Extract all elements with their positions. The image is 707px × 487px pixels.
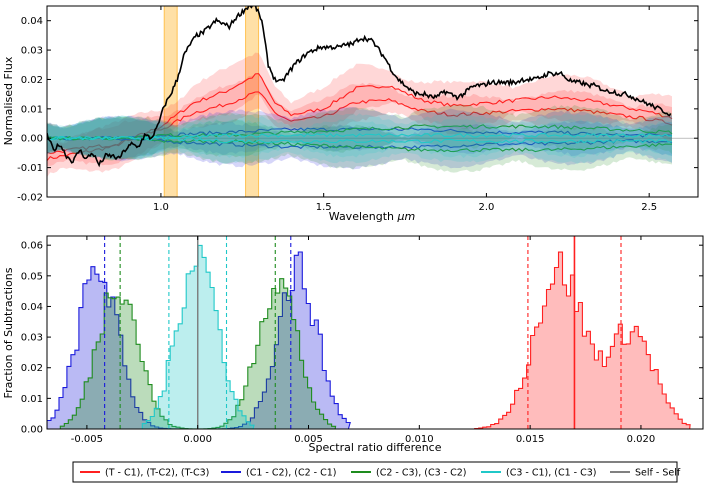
histogram-y-tick-label: 0.01 [21,394,43,405]
histogram-T [474,251,691,429]
highlight-band-2 [245,6,260,197]
histogram-axes-frame [46,235,704,430]
series-C31-pos-band [47,112,672,160]
legend-label-2: (C1 - C2), (C2 - C1) [246,468,337,479]
legend-label-3: (C2 - C3), (C3 - C2) [376,468,467,479]
spectrum-y-tick-label: 0.02 [21,75,43,86]
spectrum-y-tick-label: 0.00 [21,134,43,145]
series-C23-pos-band [47,104,672,160]
highlight-band-1 [163,6,178,197]
series-T-a-band [47,52,672,178]
histogram-y-tick-label: 0.02 [21,363,43,374]
histogram-y-label: Fraction of Subtractions [2,267,15,398]
series-layer [47,6,698,178]
histogram-C12 [47,251,351,429]
legend-label-4: (C3 - C1), (C1 - C3) [506,468,597,479]
histogram-x-tick-label: 0.010 [405,434,434,445]
spectrum-x-tick-label: 2.0 [478,202,494,213]
spectrum-y-ticks: -0.02 -0.01 0.00 0.01 0.02 0.03 0.04 [17,16,698,204]
legend: (T - C1), (T-C2), (T-C3) (C1 - C2), (C2 -… [72,461,681,483]
highlight-bands [163,6,260,197]
series-C31-neg-line [47,135,673,144]
histogram-y-tick-label: 0.00 [21,425,43,436]
histogram-y-tick-label: 0.03 [21,333,43,344]
histogram-x-tick-label: 0.000 [183,434,212,445]
spectrum-x-ticks: 1.0 1.5 2.0 2.5 [153,6,657,213]
spectrum-x-tick-label: 2.5 [641,202,657,213]
spectrum-y-tick-label: 0.01 [21,104,43,115]
spectrum-axes-frame [46,5,699,198]
series-T-b-band [47,74,672,166]
spectrum-x-tick-label: 1.5 [316,202,332,213]
series-T-a-line [47,73,673,161]
spectrum-x-label: Wavelength μm [329,210,415,223]
histogram-y-tick-label: 0.06 [21,241,43,252]
histogram-x-label: Spectral ratio difference [309,441,442,454]
legend-label-5: Self - Self [635,468,681,479]
series-C31-neg-band [47,115,672,164]
target-spectrum-line [47,6,672,168]
histogram-x-ticks: -0.005 0.000 0.005 0.010 0.015 0.020 [71,236,655,445]
spectrum-y-tick-label: -0.02 [17,193,43,204]
spectrum-y-tick-label: 0.03 [21,46,43,57]
histogram-y-tick-label: 0.04 [21,302,43,313]
spectrum-y-tick-label: 0.04 [21,16,43,27]
spectrum-x-tick-label: 1.0 [153,202,169,213]
series-T-b-line [47,91,673,154]
histogram-x-tick-label: 0.005 [294,434,323,445]
histogram-panel: -0.005 0.000 0.005 0.010 0.015 0.020 0.00 0.01… [2,235,704,454]
spectrum-panel: 1.0 1.5 2.0 2.5 -0.02 -0.01 0.00 0.01 0.02 0.03 0… [2,5,699,223]
spectrum-y-tick-label: -0.01 [17,163,43,174]
series-C23-neg-band [47,115,672,173]
series-C12-neg-band [47,117,672,170]
histogram-y-tick-label: 0.05 [21,271,43,282]
histogram-x-tick-label: 0.020 [627,434,656,445]
histogram-x-tick-label: 0.015 [516,434,545,445]
legend-label-1: (T - C1), (T-C2), (T-C3) [105,468,209,479]
spectrum-y-label: Normalised Flux [2,56,15,145]
histogram-x-tick-label: -0.005 [71,434,103,445]
histogram-y-ticks: 0.00 0.01 0.02 0.03 0.04 0.05 0.06 [21,241,703,436]
histogram-layer [47,236,691,429]
legend-frame [72,461,678,483]
